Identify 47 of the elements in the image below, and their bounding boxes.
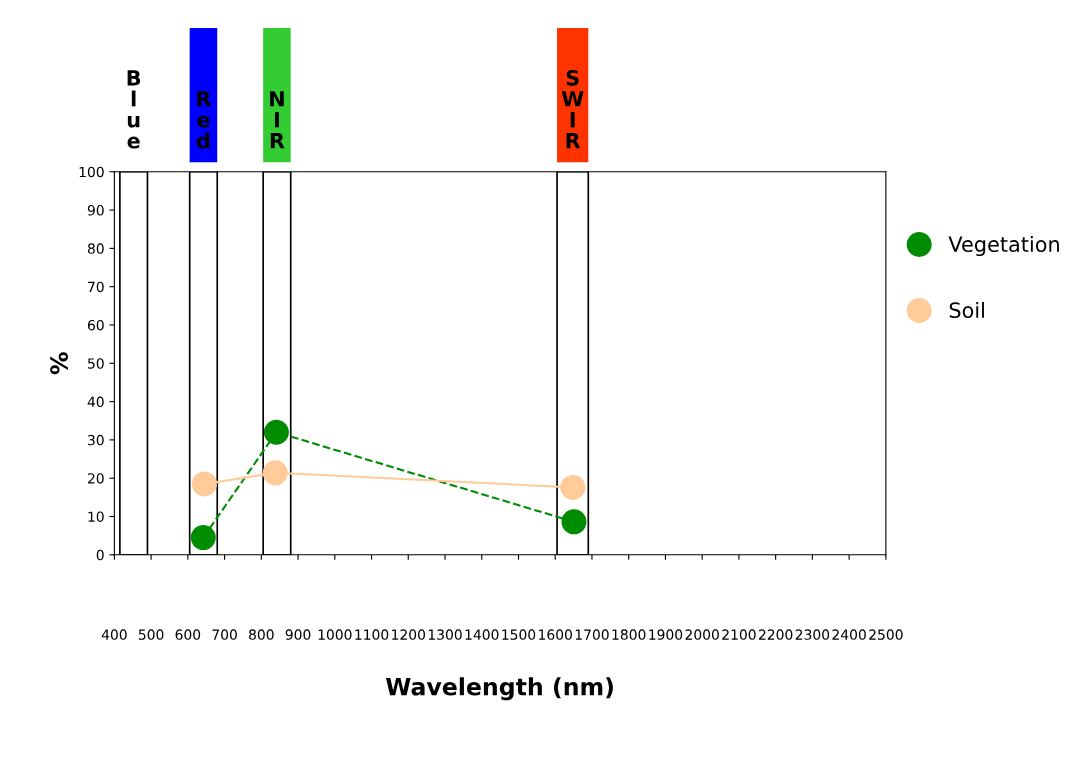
x-tick-label: 2200 [758, 629, 793, 640]
y-tick-label: 80 [87, 243, 104, 254]
x-tick-label: 2000 [685, 629, 719, 640]
x-tick-label: 1500 [502, 629, 536, 640]
x-tick-label: 1200 [392, 629, 426, 640]
x-axis-title: Wavelength (nm) [386, 677, 613, 701]
point [190, 525, 216, 551]
band-label: Red [196, 91, 212, 149]
x-tick-label: 1100 [355, 629, 389, 640]
point [263, 419, 289, 445]
band-label: SWIR [561, 69, 584, 149]
x-tick-label: 700 [212, 629, 237, 640]
x-tick-label: 1900 [649, 629, 683, 640]
x-tick-label: 400 [101, 629, 127, 640]
x-tick-label: 2100 [722, 629, 756, 640]
x-tick-label: 1800 [612, 629, 646, 640]
legend-label: Soil [949, 301, 984, 319]
y-tick-label: 40 [87, 396, 104, 408]
x-tick-label: 2500 [869, 629, 903, 640]
y-tick-label: 50 [88, 358, 104, 369]
y-tick-label: 60 [87, 319, 104, 331]
point [262, 460, 288, 486]
x-tick-label: 500 [138, 629, 164, 640]
x-tick-label: 1400 [465, 629, 499, 640]
point [560, 474, 586, 500]
y-axis-title: % [50, 352, 69, 375]
y-tick-label: 10 [88, 511, 104, 522]
x-tick-label: 1000 [318, 629, 352, 640]
y-tick-label: 90 [87, 205, 104, 216]
y-tick-label: 70 [88, 281, 104, 293]
x-tick-label: 2300 [795, 629, 830, 640]
x-tick-label: 2400 [832, 629, 866, 640]
y-tick-label: 30 [88, 434, 104, 446]
x-tick-label: 1700 [575, 629, 609, 640]
x-tick-label: 1600 [539, 629, 572, 640]
y-tick-label: 0 [96, 549, 104, 561]
band-label: Blue [127, 70, 141, 149]
x-tick-label: 900 [285, 629, 311, 640]
x-tick-label: 600 [175, 629, 201, 640]
y-tick-label: 100 [79, 166, 104, 178]
legend-label: Vegetation [948, 235, 1059, 257]
band-label: NIR [270, 91, 285, 149]
point [191, 471, 217, 497]
x-tick-label: 1300 [428, 629, 462, 640]
point [561, 509, 587, 535]
y-tick-label: 20 [88, 473, 104, 484]
x-tick-label: 800 [249, 629, 274, 640]
